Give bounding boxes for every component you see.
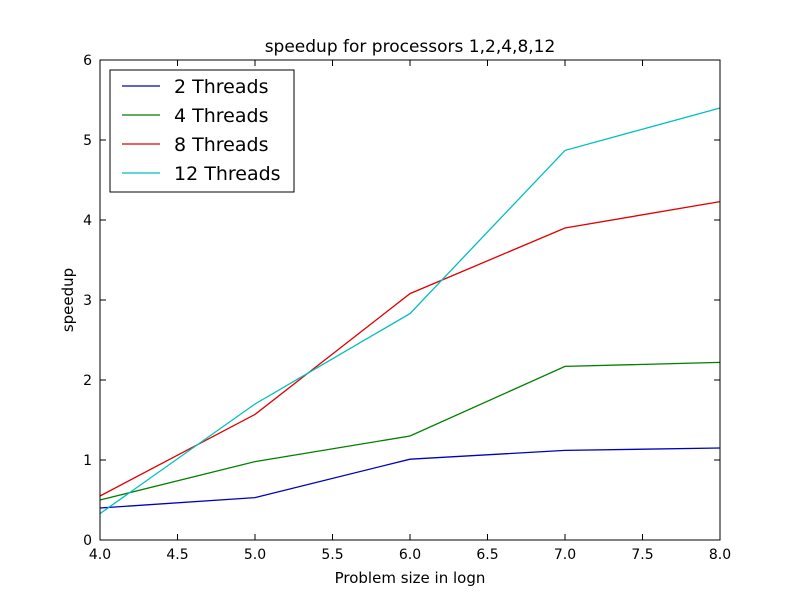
y-tick-label: 3 <box>83 293 92 309</box>
y-axis-label: speedup <box>59 268 77 332</box>
y-tick-label: 2 <box>83 373 92 389</box>
legend-label-2-threads: 2 Threads <box>174 76 268 98</box>
x-tick-label: 6.5 <box>476 547 498 563</box>
x-tick-label: 7.0 <box>554 547 576 563</box>
legend: 2 Threads 4 Threads 8 Threads 12 Threads <box>109 69 295 193</box>
chart-title: speedup for processors 1,2,4,8,12 <box>265 37 556 57</box>
x-tick-label: 6.0 <box>399 547 421 563</box>
x-axis-label: Problem size in logn <box>335 569 486 587</box>
y-tick-label: 0 <box>83 533 92 549</box>
axis-ticks: 4.0 4.5 5.0 5.5 6.0 6.5 7.0 7.5 8.0 0 1 2 3 4 5 6 <box>83 53 731 563</box>
x-tick-label: 4.5 <box>166 547 188 563</box>
series-line-2-threads <box>99 447 721 509</box>
x-tick-label: 8.0 <box>709 547 731 563</box>
x-tick-label: 5.0 <box>244 547 266 563</box>
legend-box <box>109 69 295 193</box>
x-tick-label: 4.0 <box>89 547 111 563</box>
series-line-4-threads <box>99 361 721 501</box>
x-tick-label: 7.5 <box>631 547 653 563</box>
series-line-12-threads <box>99 107 721 515</box>
series-line-8-threads <box>99 200 721 497</box>
legend-label-8-threads: 8 Threads <box>174 134 268 156</box>
plot-frame <box>99 59 721 541</box>
legend-label-4-threads: 4 Threads <box>174 105 268 127</box>
series-lines <box>99 107 721 515</box>
y-tick-label: 1 <box>83 453 92 469</box>
y-tick-label: 5 <box>83 133 92 149</box>
legend-label-12-threads: 12 Threads <box>174 163 281 185</box>
x-tick-label: 5.5 <box>321 547 343 563</box>
y-tick-label: 6 <box>83 53 92 69</box>
y-tick-label: 4 <box>83 213 92 229</box>
